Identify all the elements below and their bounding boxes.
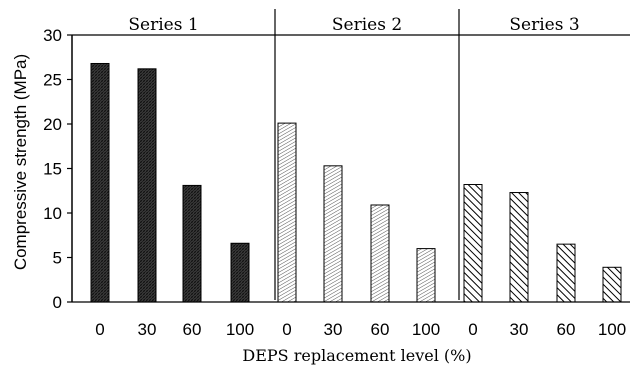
series-group: Series 2 0 30 60 100 [277, 15, 440, 339]
x-axis-title: DEPS replacement level (%) [242, 346, 471, 365]
bar [509, 192, 529, 303]
x-tick-label: 100 [412, 320, 440, 339]
y-tick-label: 30 [43, 26, 62, 45]
y-tick-label: 15 [43, 160, 62, 179]
y-axis: 0 5 10 15 20 25 30 [43, 26, 73, 312]
x-tick-label: 0 [468, 320, 477, 339]
bar [463, 184, 483, 303]
x-tick-label: 30 [324, 320, 343, 339]
bar [416, 248, 436, 303]
y-tick-label: 0 [53, 293, 62, 312]
series-group: Series 3 0 30 60 100 [463, 15, 626, 339]
bar [230, 242, 250, 303]
y-tick-label: 5 [53, 249, 62, 268]
x-tick-label: 100 [226, 320, 254, 339]
x-tick-label: 100 [598, 320, 626, 339]
x-tick-label: 60 [557, 320, 576, 339]
x-tick-label: 30 [510, 320, 529, 339]
series-label: Series 2 [332, 15, 402, 35]
x-tick-label: 60 [183, 320, 202, 339]
series-label: Series 3 [509, 15, 579, 35]
y-tick-label: 25 [43, 71, 62, 90]
bar [370, 204, 390, 303]
x-tick-label: 0 [282, 320, 291, 339]
x-tick-label: 0 [95, 320, 104, 339]
bar [556, 243, 576, 303]
x-axis [72, 9, 630, 303]
series-group: Series 1 0 30 60 100 [90, 15, 254, 339]
series-label: Series 1 [128, 15, 198, 35]
bar [602, 266, 622, 303]
bar [182, 184, 202, 303]
y-tick-label: 10 [43, 204, 62, 223]
x-tick-label: 30 [138, 320, 157, 339]
bar [277, 122, 297, 303]
bar [137, 68, 157, 303]
y-axis-title: Compressive strength (MPa) [11, 54, 30, 270]
y-tick-label: 20 [43, 115, 62, 134]
x-tick-label: 60 [371, 320, 390, 339]
bar [90, 62, 110, 303]
bar [323, 165, 343, 303]
